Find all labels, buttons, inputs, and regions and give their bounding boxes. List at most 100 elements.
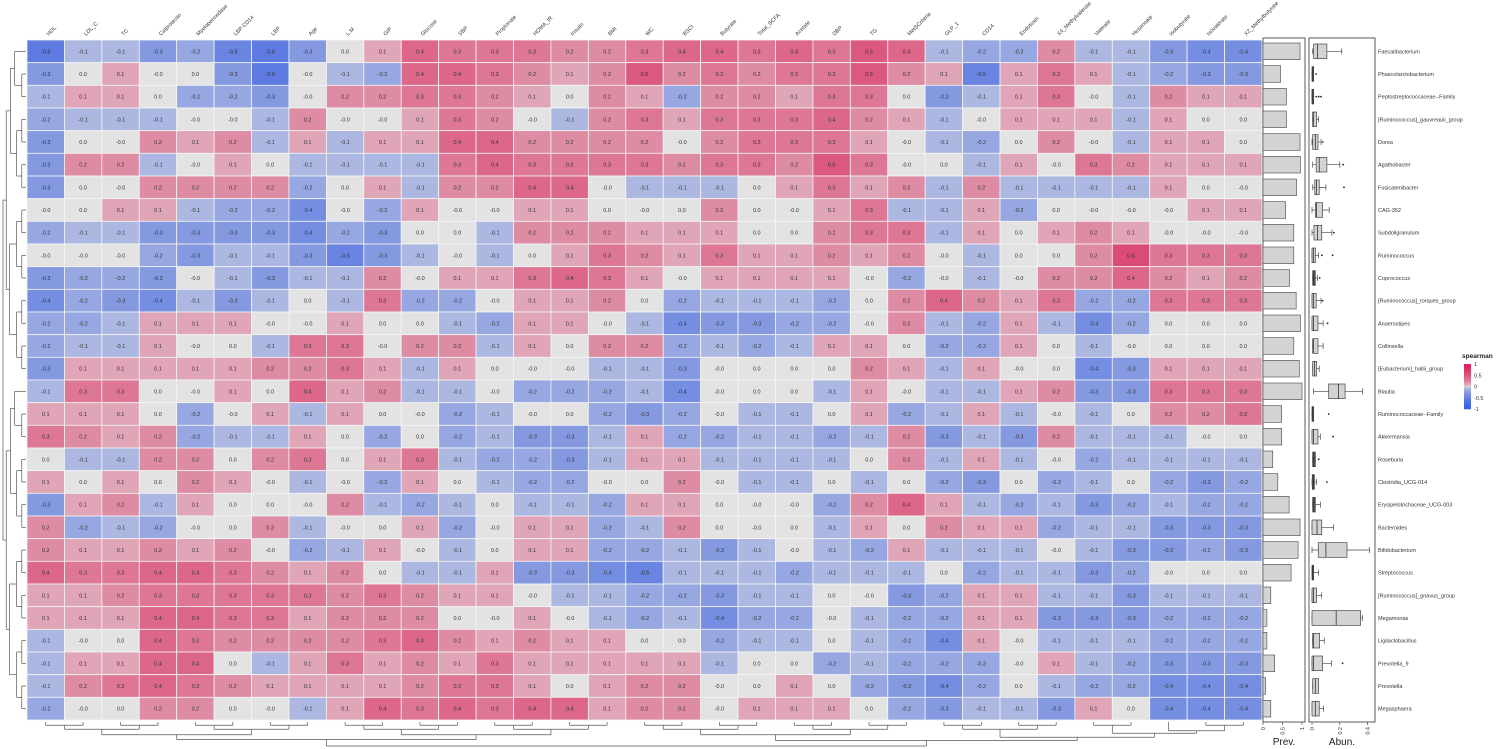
heatmap-cell: 0.3 xyxy=(849,152,889,177)
heatmap-cell: 0.2 xyxy=(363,379,402,404)
cell-value: -0.1 xyxy=(677,185,686,191)
cell-value: 0.0 xyxy=(828,412,836,418)
heatmap-cell: 0.3 xyxy=(176,583,215,608)
heatmap-cell: -0.2 xyxy=(26,311,65,336)
heatmap-cell: -0.2 xyxy=(550,379,589,404)
cell-value: -0.1 xyxy=(677,571,686,577)
heatmap-cell: -0.1 xyxy=(587,447,627,472)
cell-value: -0.3 xyxy=(1089,616,1098,622)
heatmap-cell: 0.2 xyxy=(138,696,178,721)
cell-value: -0.1 xyxy=(1014,548,1023,554)
cell-value: 0.1 xyxy=(903,117,911,123)
heatmap-cell: 0.1 xyxy=(550,62,589,86)
heatmap-cell: -0.2 xyxy=(1074,674,1113,698)
heatmap-cell: -0.2 xyxy=(1074,447,1113,472)
abundance-boxplot xyxy=(1312,111,1320,128)
cell-value: 0.2 xyxy=(1052,435,1060,441)
heatmap-cell: -0.1 xyxy=(1037,311,1076,336)
cell-value: 0.1 xyxy=(790,707,798,713)
heatmap-cell: -0.0 xyxy=(176,152,215,177)
cell-value: -0.3 xyxy=(565,457,574,463)
cell-value: -0.1 xyxy=(78,49,87,55)
heatmap-cell: 0.0 xyxy=(1037,243,1076,268)
heatmap-cell: 0.0 xyxy=(924,560,964,585)
heatmap-cell: -0.3 xyxy=(26,175,65,200)
heatmap-cell: -0.1 xyxy=(849,424,889,449)
row-label: Ligilactobacillus xyxy=(1378,639,1417,645)
cell-value: 0.2 xyxy=(192,457,200,463)
row-label: [Ruminococcus]_torques_group xyxy=(1378,299,1456,305)
heatmap-cell: 0.3 xyxy=(513,266,552,290)
cell-value: -0.1 xyxy=(378,163,387,169)
cell-value: -0.0 xyxy=(1051,412,1060,418)
cell-value: -0.4 xyxy=(1201,684,1210,690)
cell-value: 0.0 xyxy=(229,661,237,667)
cell-value: 0.3 xyxy=(192,684,200,690)
heatmap-cell: 0.1 xyxy=(438,651,477,676)
heatmap-cell: 0.2 xyxy=(101,492,140,517)
heatmap-cell: 0.1 xyxy=(1149,130,1188,154)
heatmap-cell: 0.3 xyxy=(700,62,739,86)
cell-value: -0.2 xyxy=(789,571,798,577)
cell-value: -0.4 xyxy=(1164,684,1173,690)
cell-value: 0.3 xyxy=(1165,389,1173,395)
heatmap-cell: -0.1 xyxy=(962,84,1001,109)
cell-value: 0.0 xyxy=(1202,344,1210,350)
cell-value: 0.1 xyxy=(192,140,200,146)
heatmap-cell: -0.2 xyxy=(1186,606,1225,630)
heatmap-cell: 0.1 xyxy=(26,583,65,608)
heatmap-cell: -0.0 xyxy=(849,583,889,608)
cell-value: 0.0 xyxy=(154,480,162,486)
cell-value: -0.1 xyxy=(827,457,836,463)
column-dendrogram xyxy=(45,722,1244,747)
heatmap-cell: 0.2 xyxy=(550,130,589,154)
cell-value: -0.1 xyxy=(1089,185,1098,191)
cell-value: -0.1 xyxy=(1126,140,1135,146)
cell-value: -0.1 xyxy=(1089,639,1098,645)
heatmap-cell: 0.3 xyxy=(887,220,926,245)
heatmap-cell: -0.2 xyxy=(999,198,1038,222)
cell-value: 0.0 xyxy=(1165,321,1173,327)
cell-value: 0.3 xyxy=(753,140,761,146)
heatmap-cell: 0.1 xyxy=(26,470,65,494)
cell-value: -0.1 xyxy=(977,707,986,713)
cell-value: 0.1 xyxy=(940,503,948,509)
cell-value: 0.3 xyxy=(1239,412,1247,418)
heatmap-cell: 0.3 xyxy=(587,266,627,290)
cell-value: -0.2 xyxy=(453,412,462,418)
heatmap-cell: -0.1 xyxy=(775,288,814,313)
cell-value: 0.2 xyxy=(753,72,761,78)
cell-value: 0.1 xyxy=(977,208,985,214)
cell-value: 0.1 xyxy=(341,389,349,395)
cell-value: -0.1 xyxy=(939,117,948,123)
heatmap-cell: 0.4 xyxy=(550,266,589,290)
heatmap-cell: 0.2 xyxy=(700,198,739,222)
cell-value: 0.2 xyxy=(341,95,349,101)
cell-value: -0.2 xyxy=(977,571,986,577)
heatmap-cell: 0.1 xyxy=(625,447,664,472)
heatmap-cell: 0.1 xyxy=(1186,198,1225,222)
heatmap-cell: -0.0 xyxy=(251,470,290,494)
cell-value: 0.1 xyxy=(753,707,761,713)
heatmap-cell: 0.1 xyxy=(999,583,1038,608)
cell-value: -0.1 xyxy=(490,435,499,441)
cell-value: 0.0 xyxy=(79,72,87,78)
heatmap-cell: 0.3 xyxy=(1186,243,1225,268)
cell-value: 0.0 xyxy=(341,49,349,55)
cell-value: 0.3 xyxy=(266,616,274,622)
cell-value: 0.1 xyxy=(304,684,312,690)
cell-value: -0.1 xyxy=(939,208,948,214)
heatmap-cell: 0.4 xyxy=(924,288,964,313)
cell-value: -0.1 xyxy=(340,163,349,169)
heatmap-cell: 0.1 xyxy=(550,198,589,222)
heatmap-cell: -0.2 xyxy=(625,538,664,562)
heatmap-cell: -0.2 xyxy=(513,379,552,404)
heatmap-cell: 0.3 xyxy=(325,334,365,358)
heatmap-cell: -0.0 xyxy=(550,606,589,630)
heatmap-cell: -0.1 xyxy=(1186,447,1225,472)
heatmap-cell: -0.1 xyxy=(737,470,776,494)
cell-value: -0.3 xyxy=(191,253,200,259)
heatmap-cell: -0.1 xyxy=(924,175,964,200)
heatmap-cell: 0.3 xyxy=(1149,243,1188,268)
cell-value: -0.0 xyxy=(864,593,873,599)
